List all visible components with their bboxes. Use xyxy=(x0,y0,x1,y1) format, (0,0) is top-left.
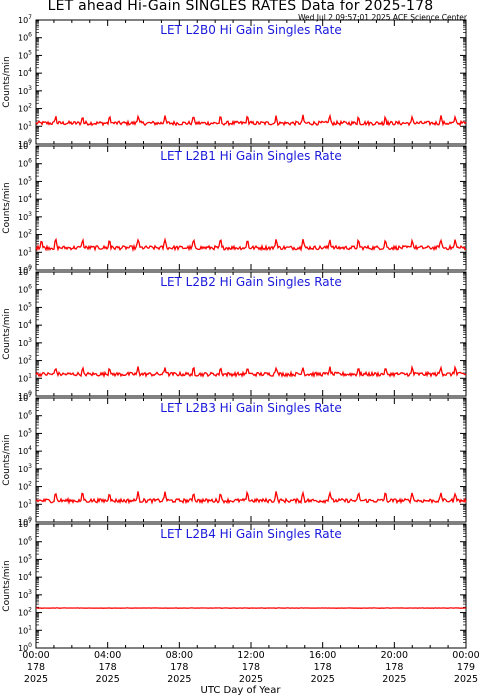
x-tick-label: 2025 xyxy=(167,674,191,685)
y-tick-label: 100 xyxy=(18,390,32,401)
x-tick-label: 04:00 xyxy=(94,650,121,661)
y-tick-label: 103 xyxy=(18,211,32,222)
x-tick-label: 2025 xyxy=(24,674,48,685)
y-tick-label: 102 xyxy=(18,229,32,240)
x-tick-label: 2025 xyxy=(311,674,335,685)
y-tick-label: 103 xyxy=(18,589,32,600)
panel-title: LET L2B1 Hi Gain Singles Rate xyxy=(160,149,341,163)
y-tick-label: 103 xyxy=(18,85,32,96)
x-tick-label: 00:00 xyxy=(22,650,49,661)
x-tick-label: 178 xyxy=(170,662,188,673)
y-tick-label: 100 xyxy=(18,642,32,653)
y-tick-label: 104 xyxy=(18,571,32,582)
panel-title: LET L2B3 Hi Gain Singles Rate xyxy=(160,401,341,415)
y-tick-label: 102 xyxy=(18,607,32,618)
y-tick-label: 100 xyxy=(18,264,32,275)
y-tick-label: 101 xyxy=(18,120,32,131)
panel-frame xyxy=(35,523,467,649)
y-axis-label: Counts/min xyxy=(2,56,12,107)
panel-frame xyxy=(35,145,467,271)
panel-1: 100 101 102 103 104 105 106 107 Counts/min LET L2… xyxy=(2,140,467,275)
y-tick-label: 103 xyxy=(18,337,32,348)
y-tick-label: 105 xyxy=(18,301,32,312)
x-axis-title: UTC Day of Year xyxy=(200,685,281,696)
y-axis-label: Counts/min xyxy=(2,560,12,611)
series-line xyxy=(35,113,467,127)
y-tick-label: 102 xyxy=(18,355,32,366)
y-tick-label: 106 xyxy=(18,284,32,295)
panel-title: LET L2B4 Hi Gain Singles Rate xyxy=(160,527,341,541)
panel-3: 100 101 102 103 104 105 106 107 Counts/min LET L2… xyxy=(2,392,467,527)
panel-2: 100 101 102 103 104 105 106 107 Counts/min LET L2… xyxy=(2,266,467,401)
series-line xyxy=(35,237,467,253)
series-line xyxy=(35,490,467,505)
y-tick-label: 107 xyxy=(18,14,32,25)
panel-title: LET L2B2 Hi Gain Singles Rate xyxy=(160,275,341,289)
x-tick-label: 178 xyxy=(242,662,260,673)
y-tick-label: 107 xyxy=(18,518,32,529)
y-tick-label: 101 xyxy=(18,498,32,509)
y-tick-label: 101 xyxy=(18,372,32,383)
x-tick-label: 178 xyxy=(314,662,332,673)
panel-4: 100 101 102 103 104 105 106 107 Counts/min LET L2… xyxy=(2,518,467,653)
y-tick-label: 102 xyxy=(18,481,32,492)
y-tick-label: 100 xyxy=(18,138,32,149)
panel-title: LET L2B0 Hi Gain Singles Rate xyxy=(160,23,341,37)
y-axis-label: Counts/min xyxy=(2,434,12,485)
x-tick-label: 178 xyxy=(99,662,117,673)
y-tick-label: 107 xyxy=(18,140,32,151)
x-tick-label: 08:00 xyxy=(166,650,193,661)
panel-0: 100 101 102 103 104 105 106 107 Counts/min LET L2… xyxy=(2,14,467,149)
x-tick-label: 16:00 xyxy=(309,650,336,661)
x-tick-label: 00:00 xyxy=(452,650,479,661)
y-tick-label: 105 xyxy=(18,553,32,564)
x-tick-label: 12:00 xyxy=(237,650,264,661)
y-tick-label: 105 xyxy=(18,49,32,60)
y-tick-label: 106 xyxy=(18,536,32,547)
series-line xyxy=(35,364,467,379)
y-tick-label: 105 xyxy=(18,427,32,438)
timestamp: Wed Jul 2 09:57:01 2025 ACE Science Cent… xyxy=(298,13,467,22)
page-title: LET ahead Hi-Gain SINGLES RATES Data for… xyxy=(47,0,434,14)
x-tick-label: 179 xyxy=(457,662,475,673)
y-tick-label: 107 xyxy=(18,266,32,277)
panel-frame xyxy=(35,19,467,145)
y-tick-label: 102 xyxy=(18,103,32,114)
y-tick-label: 106 xyxy=(18,410,32,421)
y-axis-label: Counts/min xyxy=(2,182,12,233)
y-tick-label: 105 xyxy=(18,175,32,186)
y-tick-label: 101 xyxy=(18,246,32,257)
y-tick-label: 104 xyxy=(18,445,32,456)
x-tick-label: 2025 xyxy=(382,674,406,685)
y-tick-label: 104 xyxy=(18,193,32,204)
y-tick-label: 107 xyxy=(18,392,32,403)
panel-frame xyxy=(35,271,467,397)
x-tick-label: 2025 xyxy=(454,674,478,685)
y-tick-label: 100 xyxy=(18,516,32,527)
y-tick-label: 101 xyxy=(18,624,32,635)
x-tick-label: 178 xyxy=(27,662,45,673)
x-tick-label: 2025 xyxy=(96,674,120,685)
y-tick-label: 106 xyxy=(18,32,32,43)
y-tick-label: 104 xyxy=(18,319,32,330)
y-tick-label: 103 xyxy=(18,463,32,474)
x-tick-label: 2025 xyxy=(239,674,263,685)
x-tick-label: 178 xyxy=(385,662,403,673)
y-tick-label: 106 xyxy=(18,158,32,169)
panel-frame xyxy=(35,397,467,523)
x-tick-label: 20:00 xyxy=(381,650,408,661)
y-axis-label: Counts/min xyxy=(2,308,12,359)
y-tick-label: 104 xyxy=(18,67,32,78)
